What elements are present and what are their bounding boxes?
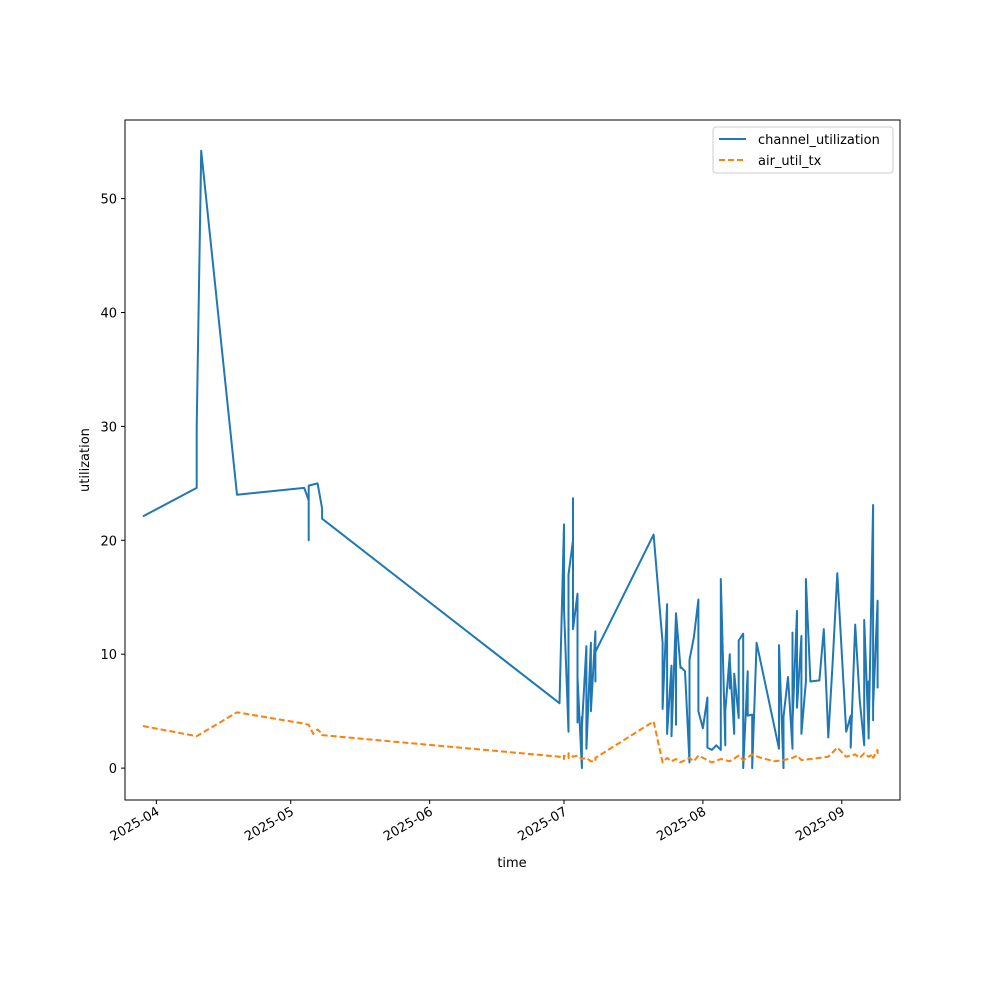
series-line-air-util-tx <box>142 711 879 764</box>
legend: channel_utilization air_util_tx <box>712 126 894 174</box>
y-tick-label: 30 <box>100 420 117 435</box>
y-tick-label: 40 <box>100 306 117 321</box>
y-tick-label: 0 <box>109 762 117 777</box>
y-axis-label: utilization <box>78 428 93 492</box>
plot-frame <box>124 119 901 801</box>
plot-area <box>125 120 900 800</box>
legend-box <box>712 126 894 174</box>
y-tick-label: 10 <box>100 648 117 663</box>
series-layer <box>142 149 879 770</box>
x-axis-label: time <box>497 856 526 871</box>
legend-label-air-util-tx: air_util_tx <box>758 154 822 169</box>
y-axis-ticks: 0 10 20 30 40 50 <box>100 193 125 777</box>
y-tick-label: 50 <box>100 193 117 208</box>
y-tick-label: 20 <box>100 534 117 549</box>
legend-label-channel-utilization: channel_utilization <box>758 133 880 148</box>
series-line-channel-utilization <box>142 149 879 770</box>
